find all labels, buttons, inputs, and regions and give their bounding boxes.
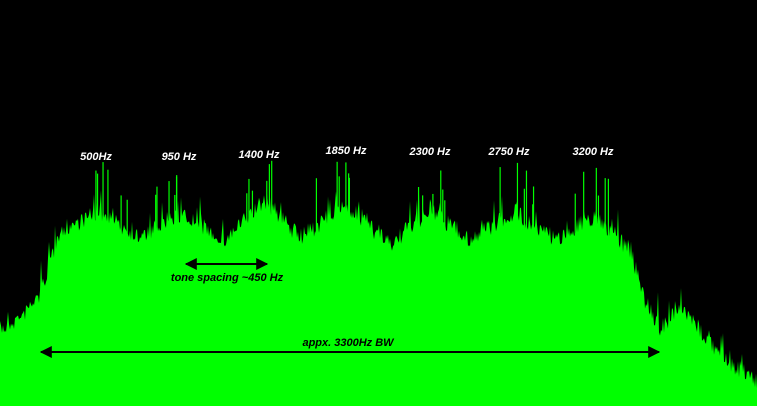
tone-label: 2300 Hz [409, 146, 451, 158]
bandwidth-label: appx. 3300Hz BW [302, 337, 395, 349]
tone-label: 2750 Hz [488, 146, 530, 158]
tone-label: 500Hz [80, 151, 112, 163]
spacing-label: tone spacing ~450 Hz [171, 272, 284, 284]
tone-labels: 500Hz 950 Hz 1400 Hz 1850 Hz 2300 Hz 2750 Hz 3… [80, 145, 614, 163]
tone-label: 3200 Hz [573, 146, 614, 158]
tone-label: 950 Hz [162, 151, 197, 163]
tone-label: 1400 Hz [239, 149, 280, 161]
tone-label: 1850 Hz [326, 145, 367, 157]
